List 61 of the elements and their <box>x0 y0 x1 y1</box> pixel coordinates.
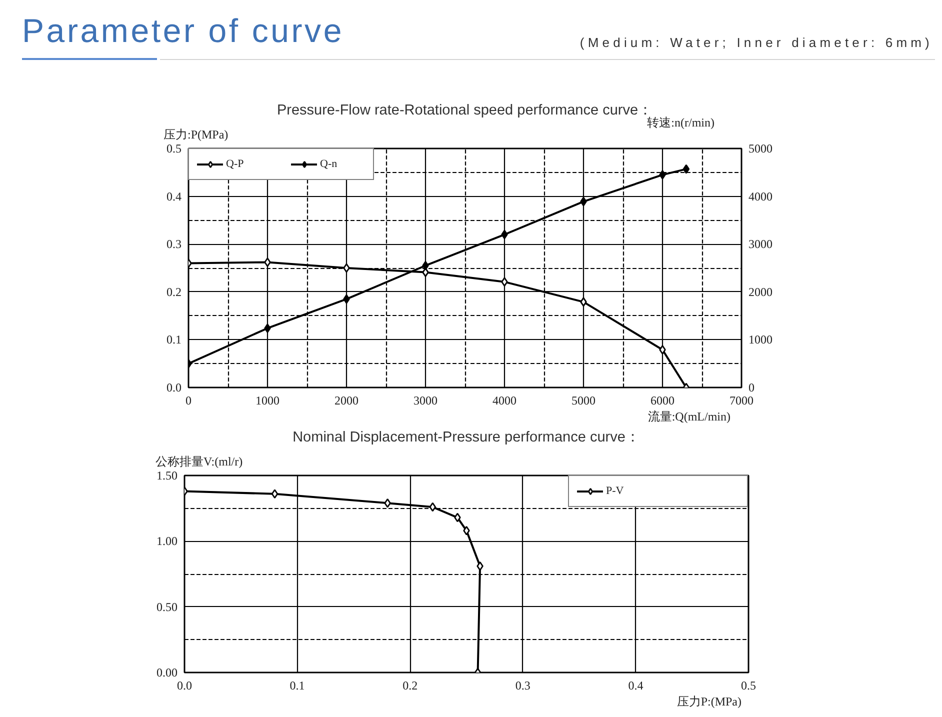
y-tick-label: 0.5 <box>166 142 182 156</box>
y-tick-label: 0.00 <box>156 666 178 680</box>
x-tick-label: 5000 <box>572 394 596 408</box>
x-axis-title: 压力P:(MPa) <box>676 694 742 708</box>
y-tick-label: 0.2 <box>166 284 182 299</box>
x-tick-label: 0.3 <box>515 678 530 692</box>
point <box>501 230 508 240</box>
y2-tick-label: 1000 <box>748 332 772 347</box>
point <box>429 502 436 512</box>
y2-tick-label: 0 <box>748 380 754 394</box>
x-tick-label: 3000 <box>414 394 438 408</box>
point <box>659 170 666 180</box>
x-tick-label: 0.0 <box>177 678 192 692</box>
y-tick-label: 0.1 <box>166 332 182 347</box>
legend-label: Q-n <box>320 158 338 170</box>
x-tick-label: 0 <box>186 394 192 408</box>
y-tick-label: 0.3 <box>166 237 182 252</box>
x-tick-label: 2000 <box>334 394 358 408</box>
point <box>580 297 587 307</box>
point <box>580 196 587 206</box>
x-axis-title: 流量:Q(mL/min) <box>648 410 731 424</box>
text: (Medium: Water; Inner diameter: 6mm) <box>580 34 933 52</box>
point <box>343 263 350 273</box>
point <box>659 345 666 354</box>
y2-tick-label: 2000 <box>748 284 772 299</box>
y-tick-label: 0.0 <box>166 380 182 394</box>
point <box>264 324 271 333</box>
y2-tick-label: 5000 <box>748 142 772 156</box>
point <box>422 260 429 270</box>
chart-title: Pressure-Flow rate-Rotational speed performance curve： <box>276 102 654 118</box>
chart-title: Nominal Displacement-Pressure performance curve： <box>292 430 640 446</box>
y2-tick-label: 4000 <box>748 189 772 204</box>
text: Parameter of curve <box>22 11 344 51</box>
x-tick-label: 6000 <box>650 394 674 408</box>
x-tick-label: 0.2 <box>402 678 418 692</box>
y2-axis-title: 转速:n(r/min) <box>647 116 715 130</box>
y-tick-label: 1.50 <box>156 468 178 482</box>
point <box>682 164 690 174</box>
x-tick-label: 7000 <box>730 394 754 408</box>
legend-label: Q-P <box>226 158 245 170</box>
y-axis-title: 压力:P(MPa) <box>164 128 228 142</box>
point <box>422 268 429 277</box>
x-tick-label: 1000 <box>256 394 280 408</box>
point <box>384 498 391 508</box>
legend-label: P-V <box>606 485 625 497</box>
point <box>476 561 484 571</box>
point <box>264 258 271 267</box>
x-tick-label: 4000 <box>492 394 516 408</box>
point <box>454 512 461 522</box>
x-tick-label: 0.1 <box>290 678 305 692</box>
y-tick-label: 1.00 <box>156 534 178 548</box>
x-tick-label: 0.4 <box>628 678 644 692</box>
y-tick-label: 0.50 <box>156 600 178 614</box>
point <box>343 294 350 304</box>
point <box>463 526 470 536</box>
y-axis-title: 公称排量V:(ml/r) <box>156 454 243 468</box>
point <box>271 489 278 499</box>
y-tick-label: 0.4 <box>166 189 182 204</box>
point <box>501 277 508 287</box>
y2-tick-label: 3000 <box>748 237 772 252</box>
x-tick-label: 0.5 <box>741 678 756 692</box>
